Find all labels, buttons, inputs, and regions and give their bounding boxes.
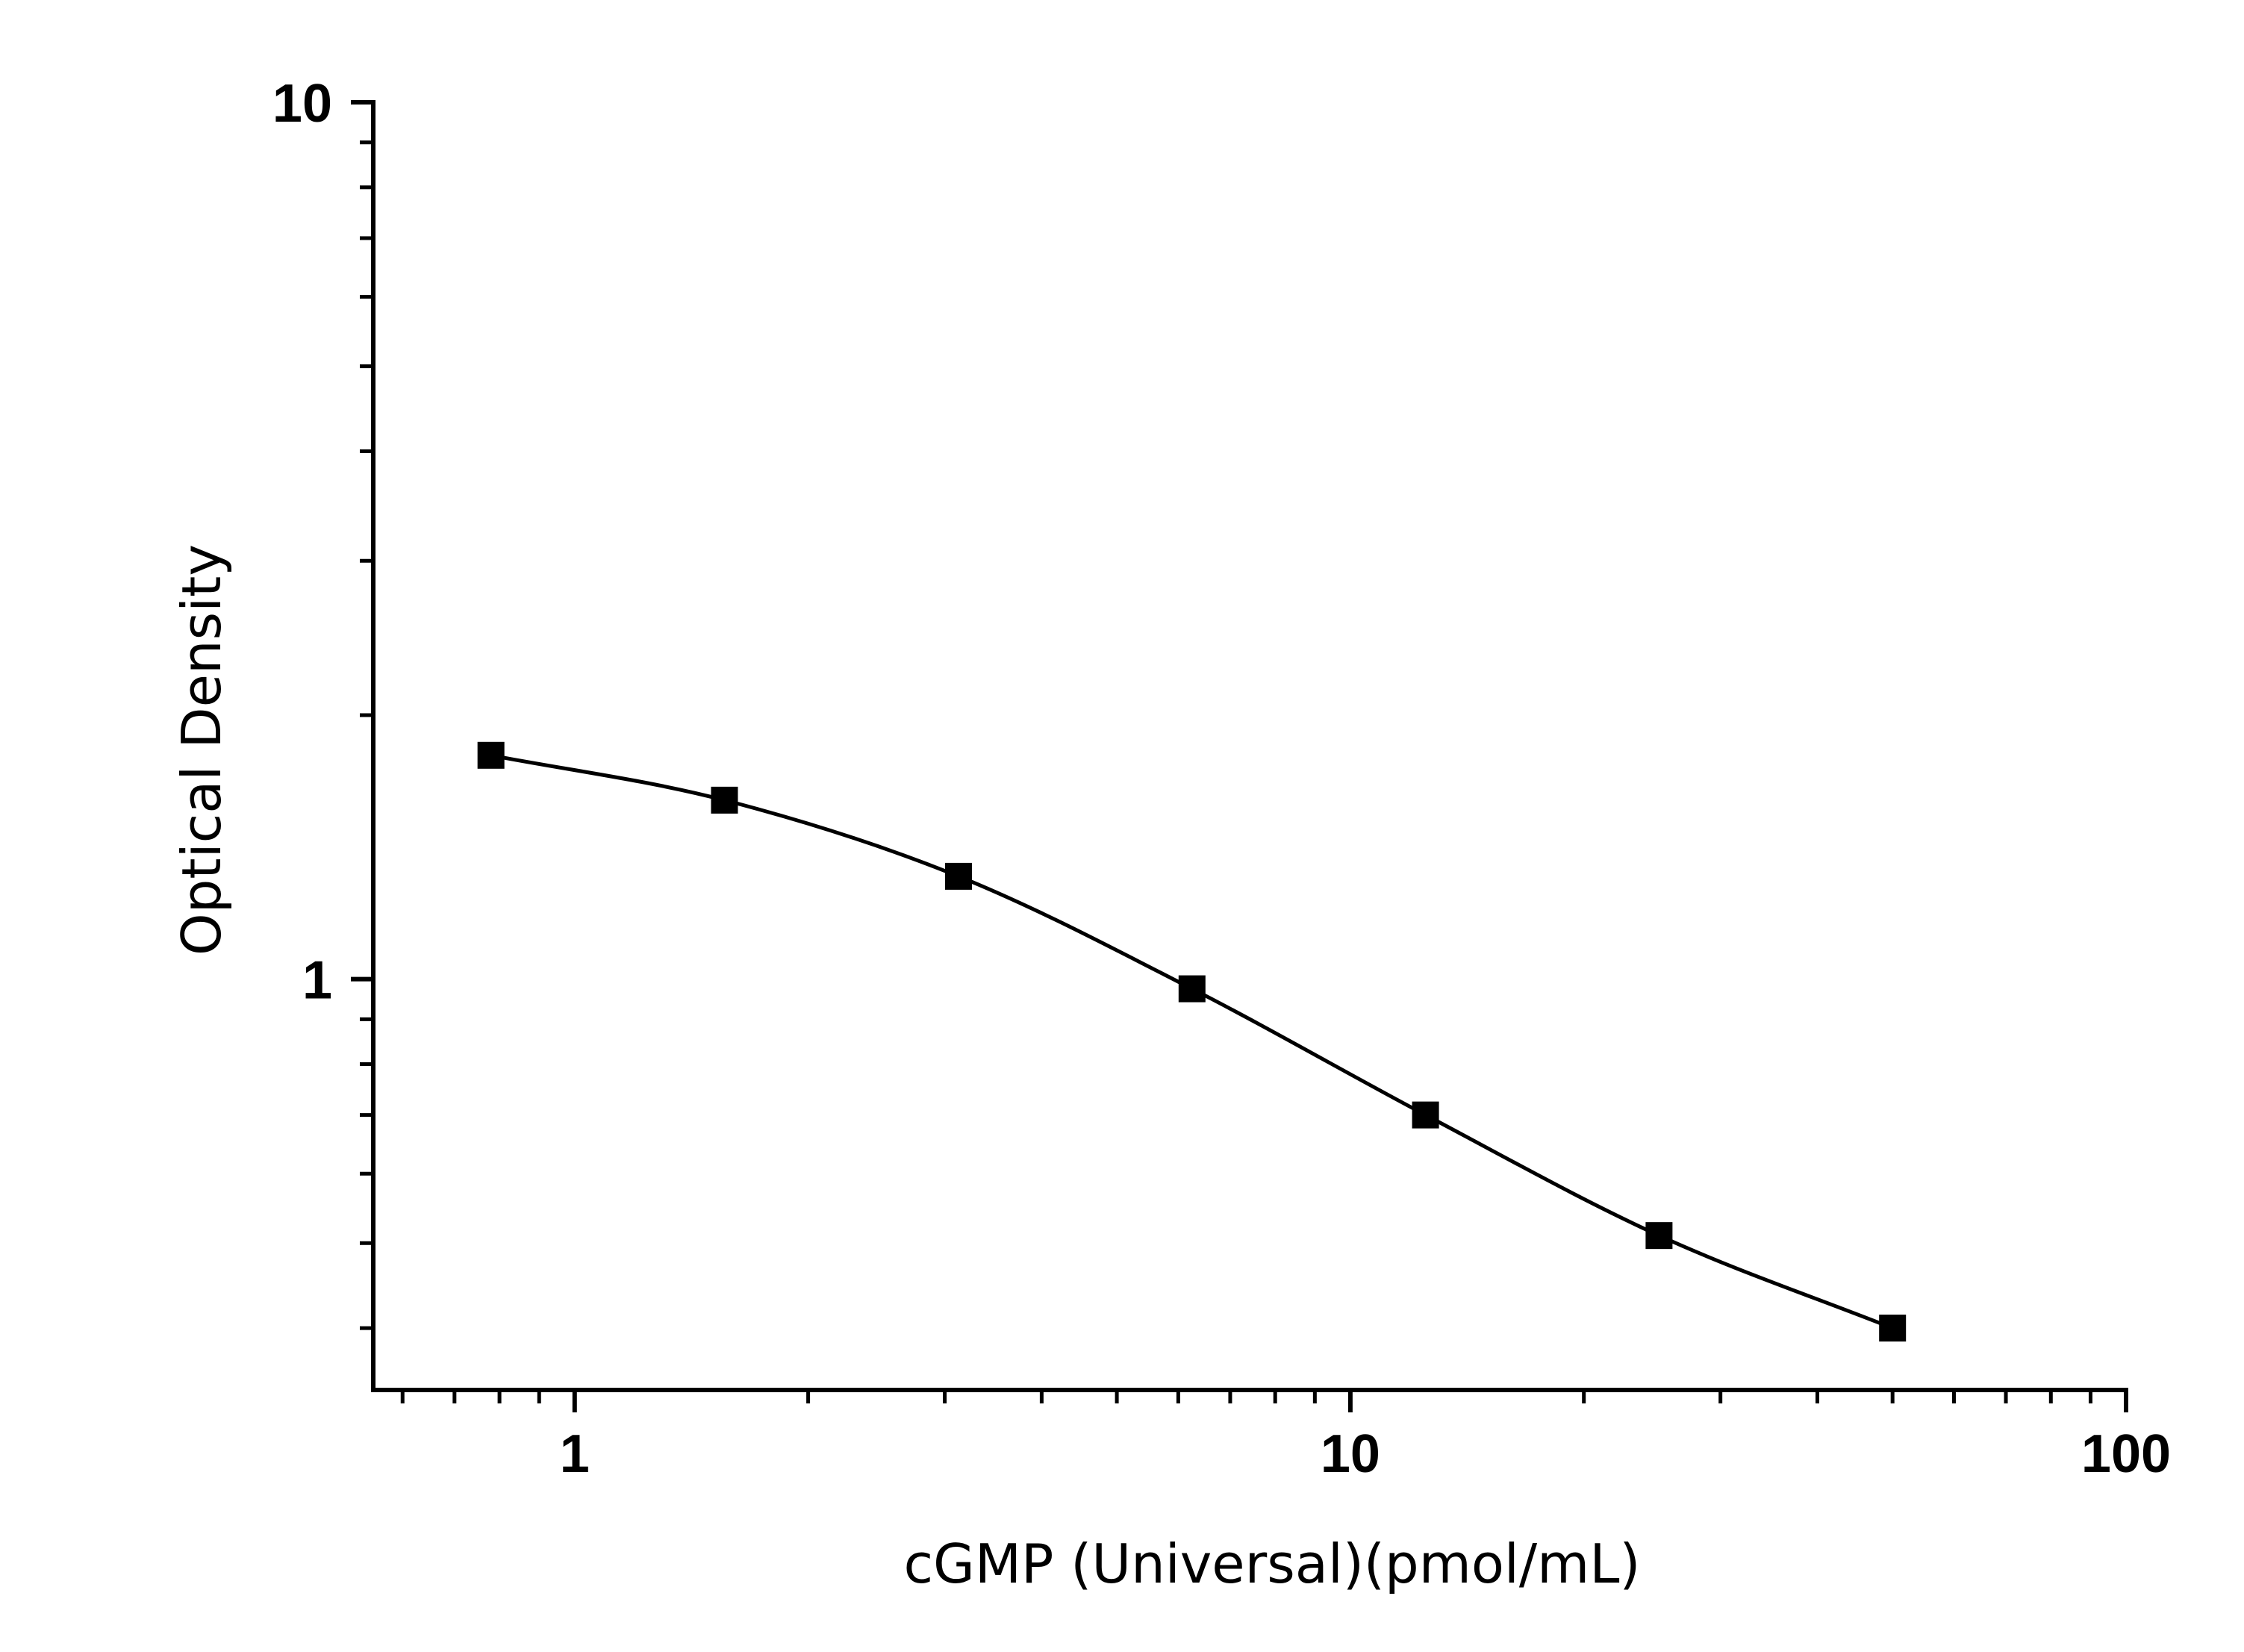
data-point bbox=[711, 786, 738, 814]
data-point bbox=[1178, 975, 1206, 1003]
x-axis-title: cGMP (Universal)(pmol/mL) bbox=[903, 1533, 1640, 1595]
y-axis-title: Optical Density bbox=[170, 544, 233, 956]
ticks bbox=[351, 100, 2128, 1412]
fitted-curve bbox=[490, 753, 1894, 1330]
tick-labels: 1 10 100 1 10 bbox=[272, 74, 2171, 1484]
data-point bbox=[477, 741, 505, 769]
data-markers bbox=[477, 741, 1907, 1342]
data-point bbox=[944, 862, 972, 890]
x-tick-label: 10 bbox=[1321, 1424, 1380, 1484]
data-point bbox=[1412, 1101, 1439, 1129]
axes bbox=[371, 100, 2128, 1392]
data-point bbox=[1879, 1315, 1907, 1342]
y-tick-label: 10 bbox=[272, 74, 332, 134]
y-tick-label: 1 bbox=[302, 951, 332, 1011]
x-tick-label: 1 bbox=[560, 1424, 590, 1484]
x-tick-label: 100 bbox=[2081, 1424, 2171, 1484]
data-point bbox=[1645, 1222, 1673, 1250]
